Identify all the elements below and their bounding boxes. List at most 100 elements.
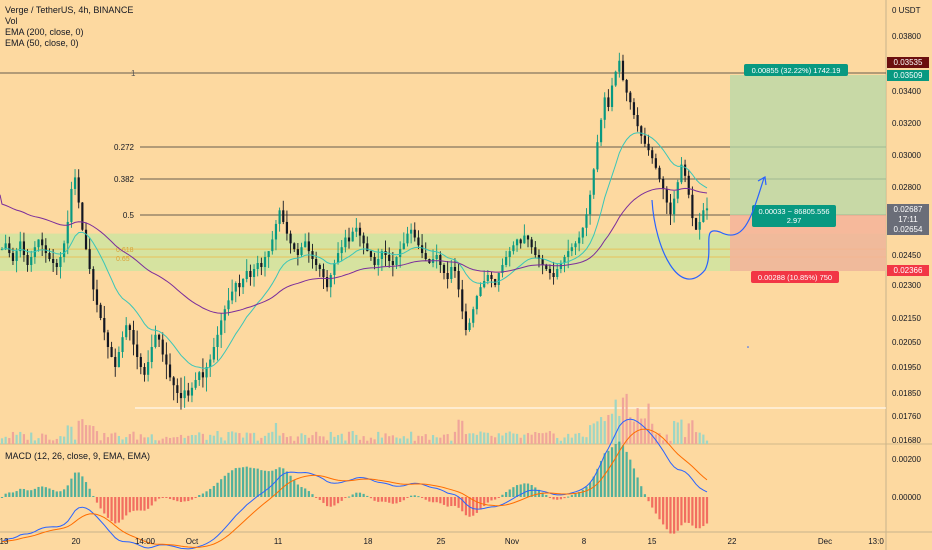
volume-bar	[143, 437, 146, 444]
macd-histogram-bar	[22, 488, 26, 497]
candle-body	[183, 390, 186, 399]
macd-histogram-bar	[289, 475, 292, 497]
price-tag	[887, 265, 929, 276]
y-tick-label: 0.02150	[892, 314, 921, 323]
macd-histogram-bar	[125, 497, 128, 516]
candle-body	[271, 239, 274, 252]
candle-body	[179, 393, 183, 399]
candle-body	[161, 339, 164, 355]
volume-bar	[625, 393, 628, 444]
candle-body	[541, 259, 544, 265]
volume-bar	[526, 433, 530, 444]
candle-body	[92, 269, 95, 290]
volume-bar	[552, 433, 555, 444]
volume-bar	[289, 436, 292, 444]
macd-histogram-bar	[70, 478, 73, 497]
volume-bar	[651, 423, 654, 444]
macd-histogram-bar	[680, 497, 683, 526]
macd-legend[interactable]: MACD (12, 26, close, 9, EMA, EMA)	[5, 451, 151, 461]
volume-bar	[315, 431, 318, 444]
volume-bar	[388, 436, 391, 444]
candle-body	[322, 269, 325, 277]
candle-body	[117, 352, 120, 367]
volume-bar	[15, 434, 18, 444]
legend-vol[interactable]: Vol	[5, 16, 18, 26]
macd-histogram-bar	[322, 497, 325, 503]
macd-histogram-bar	[483, 497, 486, 507]
candle-body	[388, 255, 391, 261]
candle-body	[599, 119, 603, 143]
macd-histogram-bar	[585, 486, 588, 497]
candle-body	[552, 273, 555, 277]
candle-body	[479, 287, 482, 296]
x-tick-label: 8	[582, 537, 587, 546]
macd-histogram-bar	[95, 497, 99, 503]
candle-body	[369, 251, 373, 257]
macd-histogram-bar	[450, 497, 453, 507]
candle-body	[238, 283, 241, 288]
candle-body	[526, 235, 530, 240]
macd-histogram-bar	[629, 459, 632, 497]
candle-body	[658, 167, 661, 179]
macd-histogram-bar	[347, 496, 351, 498]
candle-body	[366, 243, 369, 252]
x-tick-label: Nov	[505, 537, 519, 546]
candle-body	[625, 80, 628, 93]
candle-body	[662, 179, 665, 189]
candle-body	[548, 269, 552, 273]
x-tick-label: Dec	[818, 537, 832, 546]
candle-body	[377, 259, 380, 265]
macd-histogram-bar	[147, 497, 150, 509]
macd-histogram-bar	[457, 497, 460, 508]
candle-body	[249, 271, 252, 277]
volume-bar	[673, 420, 676, 444]
macd-histogram-bar	[63, 489, 66, 497]
candle-body	[406, 233, 409, 244]
candle-body	[252, 269, 256, 277]
volume-bar	[92, 426, 95, 444]
volume-bar	[589, 425, 592, 444]
macd-histogram-bar	[559, 497, 562, 500]
volume-bar	[654, 434, 657, 444]
volume-bar	[461, 420, 464, 444]
volume-bar	[304, 434, 307, 444]
macd-histogram-bar	[698, 497, 701, 529]
macd-histogram-bar	[106, 497, 110, 518]
candle-body	[647, 143, 650, 151]
legend-ema200[interactable]: EMA (200, close, 0)	[5, 27, 84, 37]
macd-histogram-bar	[187, 497, 190, 502]
volume-bar	[362, 436, 365, 444]
volume-bar	[234, 432, 237, 444]
volume-bar	[322, 436, 325, 444]
candle-body	[373, 257, 376, 265]
volume-bar	[114, 432, 117, 444]
legend-symbol[interactable]: Verge / TetherUS, 4h, BINANCE	[5, 5, 134, 15]
volume-bar	[172, 437, 175, 444]
macd-histogram-bar	[377, 497, 380, 502]
volume-bar	[245, 432, 248, 444]
macd-histogram-bar	[194, 497, 197, 498]
candle-body	[545, 265, 548, 269]
candle-body	[81, 202, 84, 230]
macd-histogram-bar	[530, 485, 533, 497]
candle-body	[205, 367, 208, 378]
volume-bar	[209, 434, 212, 444]
macd-histogram-bar	[369, 497, 373, 499]
target-label: 0.00855 (32.22%) 1742.19	[752, 66, 841, 75]
candle-body	[702, 210, 705, 222]
legend-ema50[interactable]: EMA (50, close, 0)	[5, 38, 79, 48]
macd-histogram-bar	[300, 487, 303, 497]
macd-histogram-bar	[563, 497, 566, 499]
volume-bar	[494, 437, 497, 444]
macd-histogram-bar	[241, 467, 245, 497]
volume-bar	[581, 436, 584, 444]
ema200-line	[0, 187, 708, 314]
candle-body	[245, 271, 248, 279]
volume-bar	[347, 431, 351, 444]
volume-bar	[238, 433, 241, 444]
y-tick-label: 0.01760	[892, 412, 921, 421]
candle-body	[168, 364, 172, 378]
y-tick-label: 0.02800	[892, 183, 921, 192]
volume-bar	[8, 438, 11, 444]
